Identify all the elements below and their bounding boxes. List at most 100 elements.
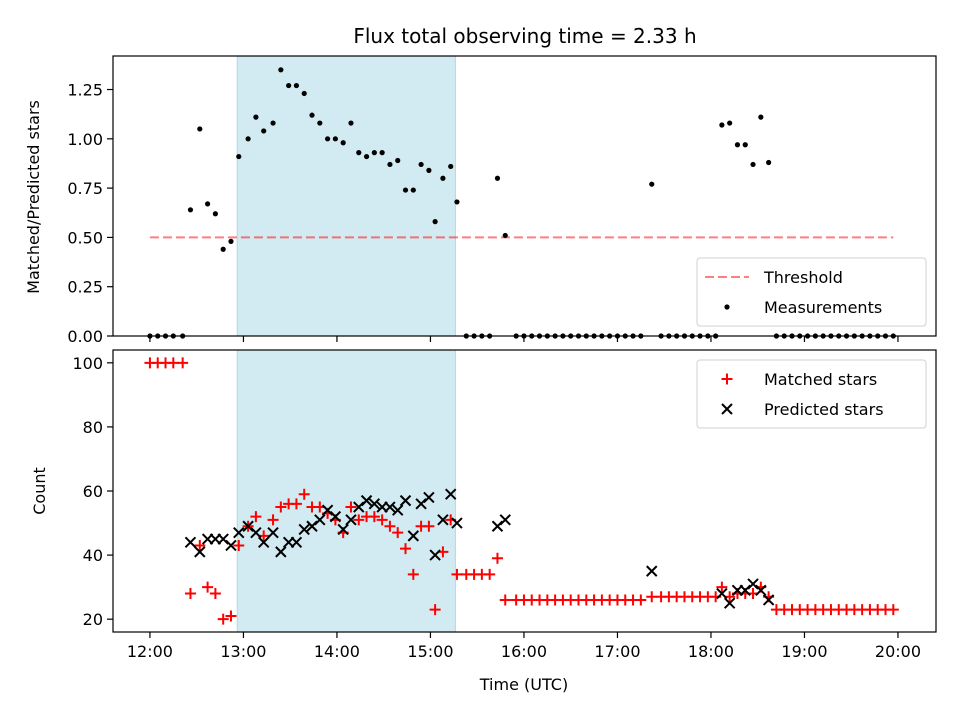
matched-star-point	[202, 581, 214, 593]
measurement-point	[432, 219, 438, 225]
predicted-star-point	[257, 536, 270, 548]
predicted-star-point	[250, 526, 262, 539]
matched-star-point	[167, 357, 179, 369]
measurement-point	[197, 126, 203, 132]
matched-star-point	[225, 610, 237, 622]
measurement-point	[204, 201, 211, 207]
predicted-star-point	[499, 514, 511, 526]
measurement-point	[245, 136, 251, 142]
matched-star-point	[184, 588, 196, 600]
measurement-point	[371, 150, 377, 156]
predicted-star-point	[314, 514, 326, 526]
matched-star-point	[384, 520, 396, 532]
top-y-tick-label: 0.00	[67, 327, 103, 346]
measurement-point	[454, 199, 460, 205]
measurement-point	[236, 153, 242, 160]
x-tick-label: 18:00	[688, 642, 734, 661]
measurement-point	[387, 161, 393, 168]
top-y-tick-label: 0.75	[67, 179, 103, 198]
x-tick-label: 14:00	[314, 642, 360, 661]
legend-measurement-marker	[724, 304, 730, 310]
measurement-point	[494, 175, 501, 181]
top-y-tick-label: 1.00	[67, 130, 103, 149]
bottom-y-tick-label: 80	[83, 418, 103, 437]
predicted-star-point	[437, 514, 449, 526]
bottom-panel: 20 40 60 80 100 12:00 13:00 14:00 15:00 16:00 17:0…	[72, 349, 937, 661]
matched-star-point	[716, 581, 728, 593]
matched-star-point	[290, 498, 302, 510]
predicted-star-point	[384, 501, 396, 513]
measurement-point	[734, 142, 741, 148]
x-tick-label: 19:00	[781, 642, 827, 661]
top-panel: 0.00 0.25 0.50 0.75 1.00 1.25 Threshold Measure…	[67, 55, 937, 346]
bottom-y-tick-label: 20	[83, 610, 103, 629]
measurement-point	[270, 120, 276, 126]
predicted-star-point	[755, 584, 767, 597]
matched-star-point	[635, 594, 647, 606]
matched-star-point	[298, 488, 310, 500]
bottom-y-tick-label: 60	[83, 482, 103, 501]
top-legend-box	[696, 257, 927, 327]
measurement-point	[502, 232, 508, 239]
matched-star-point	[400, 543, 412, 555]
matched-star-point	[250, 511, 262, 523]
legend-matched-marker	[721, 373, 733, 385]
measurement-point	[228, 238, 234, 244]
predicted-star-point	[345, 514, 357, 526]
bottom-y-axis-label: Count	[30, 467, 49, 515]
bottom-y-tick-label: 100	[72, 354, 103, 373]
matched-star-point	[368, 511, 380, 523]
measurement-point	[363, 153, 370, 160]
predicted-star-point	[225, 539, 237, 552]
x-tick-label: 20:00	[875, 642, 921, 661]
top-y-axis-label: Matched/Predicted stars	[24, 100, 43, 294]
measurement-point	[766, 159, 772, 166]
predicted-star-point	[368, 498, 381, 510]
x-axis-label: Time (UTC)	[479, 675, 568, 694]
predicted-star-point	[275, 546, 287, 558]
matched-star-point	[491, 552, 503, 564]
measurement-point	[727, 120, 733, 126]
measurement-point	[448, 163, 454, 170]
measurement-point	[212, 211, 218, 217]
predicted-star-point	[194, 546, 206, 558]
predicted-star-point	[762, 594, 775, 606]
matched-star-point	[345, 501, 357, 513]
top-y-tick-label: 1.25	[67, 81, 103, 100]
matched-star-point	[451, 568, 463, 580]
predicted-star-point	[646, 565, 658, 577]
bottom-shaded-span	[236, 349, 456, 633]
measurement-point	[187, 207, 194, 213]
predicted-star-point	[399, 494, 412, 507]
predicted-star-point	[184, 536, 197, 548]
top-y-tick-label: 0.25	[67, 278, 103, 297]
matched-star-point	[177, 357, 189, 369]
measurement-point	[379, 150, 385, 156]
matched-star-point	[887, 604, 899, 616]
measurement-point	[742, 142, 748, 148]
measurement-point	[395, 157, 401, 164]
matched-star-point	[233, 539, 245, 551]
matched-star-point	[646, 591, 658, 603]
legend-label: Predicted stars	[764, 400, 884, 419]
predicted-star-point	[329, 510, 342, 523]
measurement-point	[286, 82, 292, 89]
top-y-tick-label: 0.50	[67, 228, 103, 247]
measurement-point	[649, 181, 655, 187]
predicted-star-point	[298, 523, 310, 536]
measurement-point	[340, 140, 346, 146]
matched-star-point	[376, 514, 388, 526]
matched-star-point	[407, 568, 419, 580]
measurement-point	[418, 161, 424, 168]
legend-label: Threshold	[763, 268, 843, 287]
measurement-point	[440, 175, 446, 181]
measurement-point	[410, 187, 416, 193]
chart-title: Flux total observing time = 2.33 h	[353, 24, 696, 48]
predicted-star-point	[407, 530, 420, 542]
measurement-point	[750, 161, 756, 168]
measurement-point	[261, 128, 267, 134]
bottom-y-tick-label: 40	[83, 546, 103, 565]
measurement-point	[348, 120, 354, 126]
measurement-point	[220, 246, 226, 252]
predicted-star-point	[290, 536, 303, 548]
